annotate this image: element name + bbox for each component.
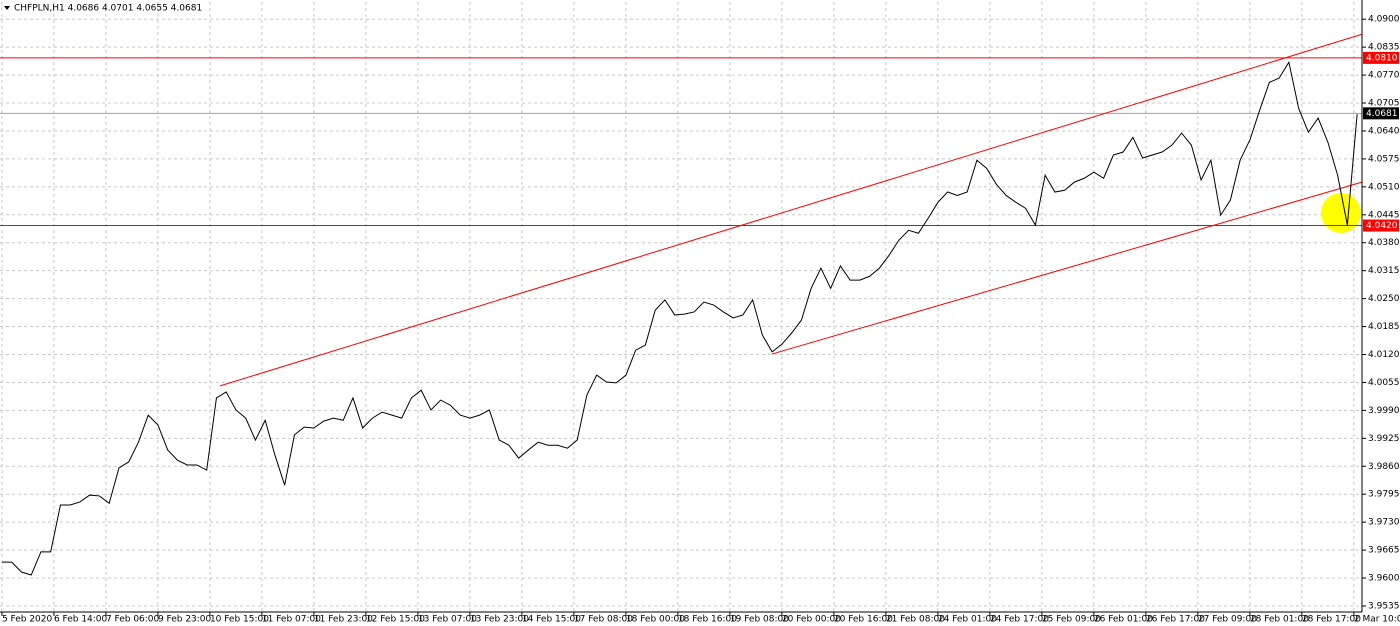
x-tick-label: 18 Feb 00:00 [626, 615, 685, 625]
last-price-label: 4.0681 [1366, 109, 1398, 119]
y-tick-label: 3.9795 [1368, 490, 1400, 500]
y-tick-label: 4.0120 [1368, 350, 1400, 360]
y-tick-label: 3.9665 [1368, 546, 1400, 556]
y-tick-label: 4.0510 [1368, 182, 1400, 192]
y-tick-label: 3.9860 [1368, 462, 1400, 472]
x-tick-label: 2 Mar 10:00 [1354, 615, 1400, 625]
last-price-box [1363, 107, 1399, 120]
marks [0, 33, 1363, 576]
y-tick-label: 4.0185 [1368, 322, 1400, 332]
level-label-box [1363, 219, 1399, 232]
y-tick-label: 4.0900 [1368, 15, 1400, 25]
price-line [1, 60, 1358, 576]
x-tick-label: 18 Feb 16:00 [678, 615, 737, 625]
chart-title: CHFPLN,H1 4.0686 4.0701 4.0655 4.0681 [14, 4, 202, 14]
x-tick-label: 26 Feb 17:00 [1146, 615, 1205, 625]
y-tick-label: 4.0835 [1368, 43, 1400, 53]
menu-arrow[interactable] [4, 6, 10, 10]
trend-line [771, 181, 1363, 355]
x-tick-label: 28 Feb 01:00 [1250, 615, 1309, 625]
trend-line [219, 33, 1363, 387]
y-tick-label: 3.9730 [1368, 518, 1400, 528]
x-tick-label: 6 Feb 14:00 [54, 615, 108, 625]
x-tick-label: 11 Feb 07:00 [262, 615, 321, 625]
x-tick-label: 20 Feb 00:00 [782, 615, 841, 625]
x-tick-label: 20 Feb 16:00 [834, 615, 893, 625]
y-tick-label: 3.9925 [1368, 434, 1400, 444]
y-tick-label: 4.0445 [1368, 210, 1400, 220]
x-tick-label: 27 Feb 09:00 [1198, 615, 1257, 625]
x-tick-label: 13 Feb 23:00 [470, 615, 529, 625]
x-tick-label: 25 Feb 09:00 [1042, 615, 1101, 625]
x-tick-label: 24 Feb 17:00 [990, 615, 1049, 625]
y-tick-label: 4.0055 [1368, 378, 1400, 388]
x-tick-label: 13 Feb 07:00 [418, 615, 477, 625]
x-tick-label: 24 Feb 01:00 [938, 615, 997, 625]
x-tick-label: 9 Feb 23:00 [158, 615, 212, 625]
y-tick-label: 3.9600 [1368, 574, 1400, 584]
x-tick-label: 26 Feb 01:00 [1094, 615, 1153, 625]
x-tick-label: 28 Feb 17:00 [1302, 615, 1361, 625]
x-tick-label: 14 Feb 15:00 [522, 615, 581, 625]
y-tick-label: 4.0705 [1368, 99, 1400, 109]
x-tick-label: 7 Feb 06:00 [106, 615, 160, 625]
y-tick-label: 4.0380 [1368, 238, 1400, 248]
x-tick-label: 17 Feb 08:00 [574, 615, 633, 625]
level-label: 4.0420 [1366, 221, 1398, 231]
x-tick-label: 11 Feb 23:00 [314, 615, 373, 625]
y-tick-label: 4.0575 [1368, 154, 1400, 164]
grid [0, 2, 1362, 612]
y-tick-label: 4.0250 [1368, 294, 1400, 304]
y-tick-label: 4.0640 [1368, 126, 1400, 136]
highlight [1321, 193, 1361, 233]
y-tick-label: 4.0770 [1368, 71, 1400, 81]
y-tick-label: 3.9535 [1368, 601, 1400, 611]
x-tick-label: 12 Feb 15:00 [366, 615, 425, 625]
x-tick-label: 5 Feb 2020 [2, 615, 53, 625]
x-tick-label: 19 Feb 08:00 [730, 615, 789, 625]
y-tick-label: 3.9990 [1368, 406, 1400, 416]
x-tick-label: 10 Feb 15:00 [210, 615, 269, 625]
y-tick-label: 4.0315 [1368, 266, 1400, 276]
x-tick-label: 21 Feb 08:00 [886, 615, 945, 625]
level-label-box [1363, 51, 1399, 64]
level-label: 4.0810 [1366, 53, 1398, 63]
